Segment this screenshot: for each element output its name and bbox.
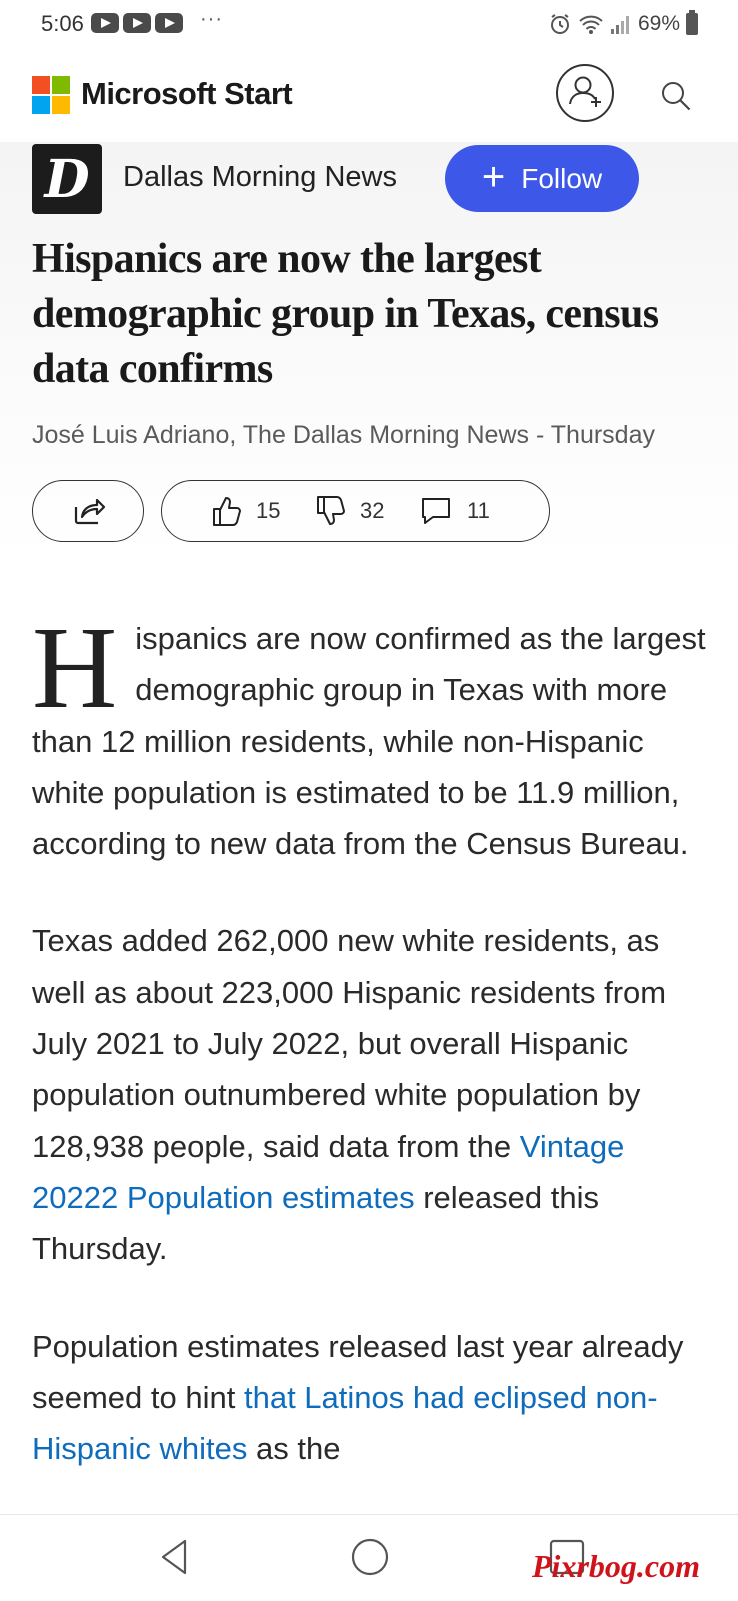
paragraph-text: as the (247, 1431, 341, 1467)
latinos-eclipsed-link[interactable]: that Latinos had eclipsed non-Hispanic w… (32, 1379, 658, 1467)
add-user-icon (569, 76, 601, 107)
publisher-name[interactable]: Dallas Morning News (123, 161, 397, 193)
article-paragraph: Texas added 262,000 new white residents,… (32, 915, 708, 1274)
drop-cap: H (32, 602, 118, 733)
recents-square-icon (549, 1539, 585, 1575)
thumbs-up-icon (213, 497, 241, 526)
paragraph-text: Population estimates released last year … (32, 1328, 684, 1415)
battery-icon (686, 10, 698, 35)
youtube-icon (91, 13, 119, 33)
status-overflow: ··· (200, 8, 223, 30)
wifi-icon (579, 15, 603, 34)
share-button[interactable] (32, 480, 144, 542)
profile-button[interactable] (556, 64, 614, 122)
back-triangle-icon (161, 1539, 187, 1575)
comment-count: 11 (467, 498, 490, 523)
youtube-icon (123, 13, 151, 33)
article-headline: Hispanics are now the largest demographi… (32, 236, 659, 392)
back-button[interactable] (153, 1535, 197, 1579)
dislike-count: 32 (360, 498, 385, 523)
alarm-icon (550, 14, 569, 34)
battery-percent: 69% (637, 12, 680, 35)
status-bar: 5:06 ··· 69% (0, 0, 738, 52)
youtube-icon (155, 13, 183, 33)
thumbs-down-icon (317, 496, 345, 525)
recents-button[interactable] (545, 1535, 589, 1579)
article-byline: José Luis Adriano, The Dallas Morning Ne… (32, 421, 655, 449)
share-icon (74, 498, 106, 525)
paragraph-text: ispanics are now confirmed as the larges… (32, 621, 706, 862)
article-paragraph: Population estimates released last year … (32, 1321, 708, 1475)
app-bar: Microsoft Start (0, 52, 738, 142)
paragraph-text: Texas added 262,000 new white residents,… (32, 923, 667, 1164)
follow-label: Follow (521, 162, 603, 194)
brand-name: Microsoft Start (81, 76, 293, 111)
microsoft-logo-icon (32, 76, 70, 114)
system-nav-bar (0, 1514, 738, 1601)
search-button[interactable] (656, 76, 696, 116)
dislike-button[interactable]: 32 (314, 494, 384, 528)
comment-button[interactable]: 11 (419, 494, 490, 528)
population-estimates-link[interactable]: Vintage 20222 Population estimates (32, 1128, 625, 1215)
plus-icon: + (481, 154, 506, 199)
home-button[interactable] (348, 1535, 392, 1579)
reactions-bar: 15 32 11 (161, 480, 550, 542)
like-count: 15 (256, 498, 281, 523)
comment-icon (422, 498, 450, 524)
paragraph-text: released this Thursday. (32, 1179, 599, 1267)
search-icon (662, 82, 691, 111)
publisher-logo[interactable]: D (32, 144, 102, 214)
status-time: 5:06 (41, 11, 84, 36)
home-circle-icon (351, 1538, 389, 1576)
follow-button[interactable]: + Follow (445, 145, 639, 212)
like-button[interactable]: 15 (210, 494, 280, 528)
signal-icon (610, 16, 629, 34)
watermark: Pixrbog.com (532, 1548, 700, 1584)
